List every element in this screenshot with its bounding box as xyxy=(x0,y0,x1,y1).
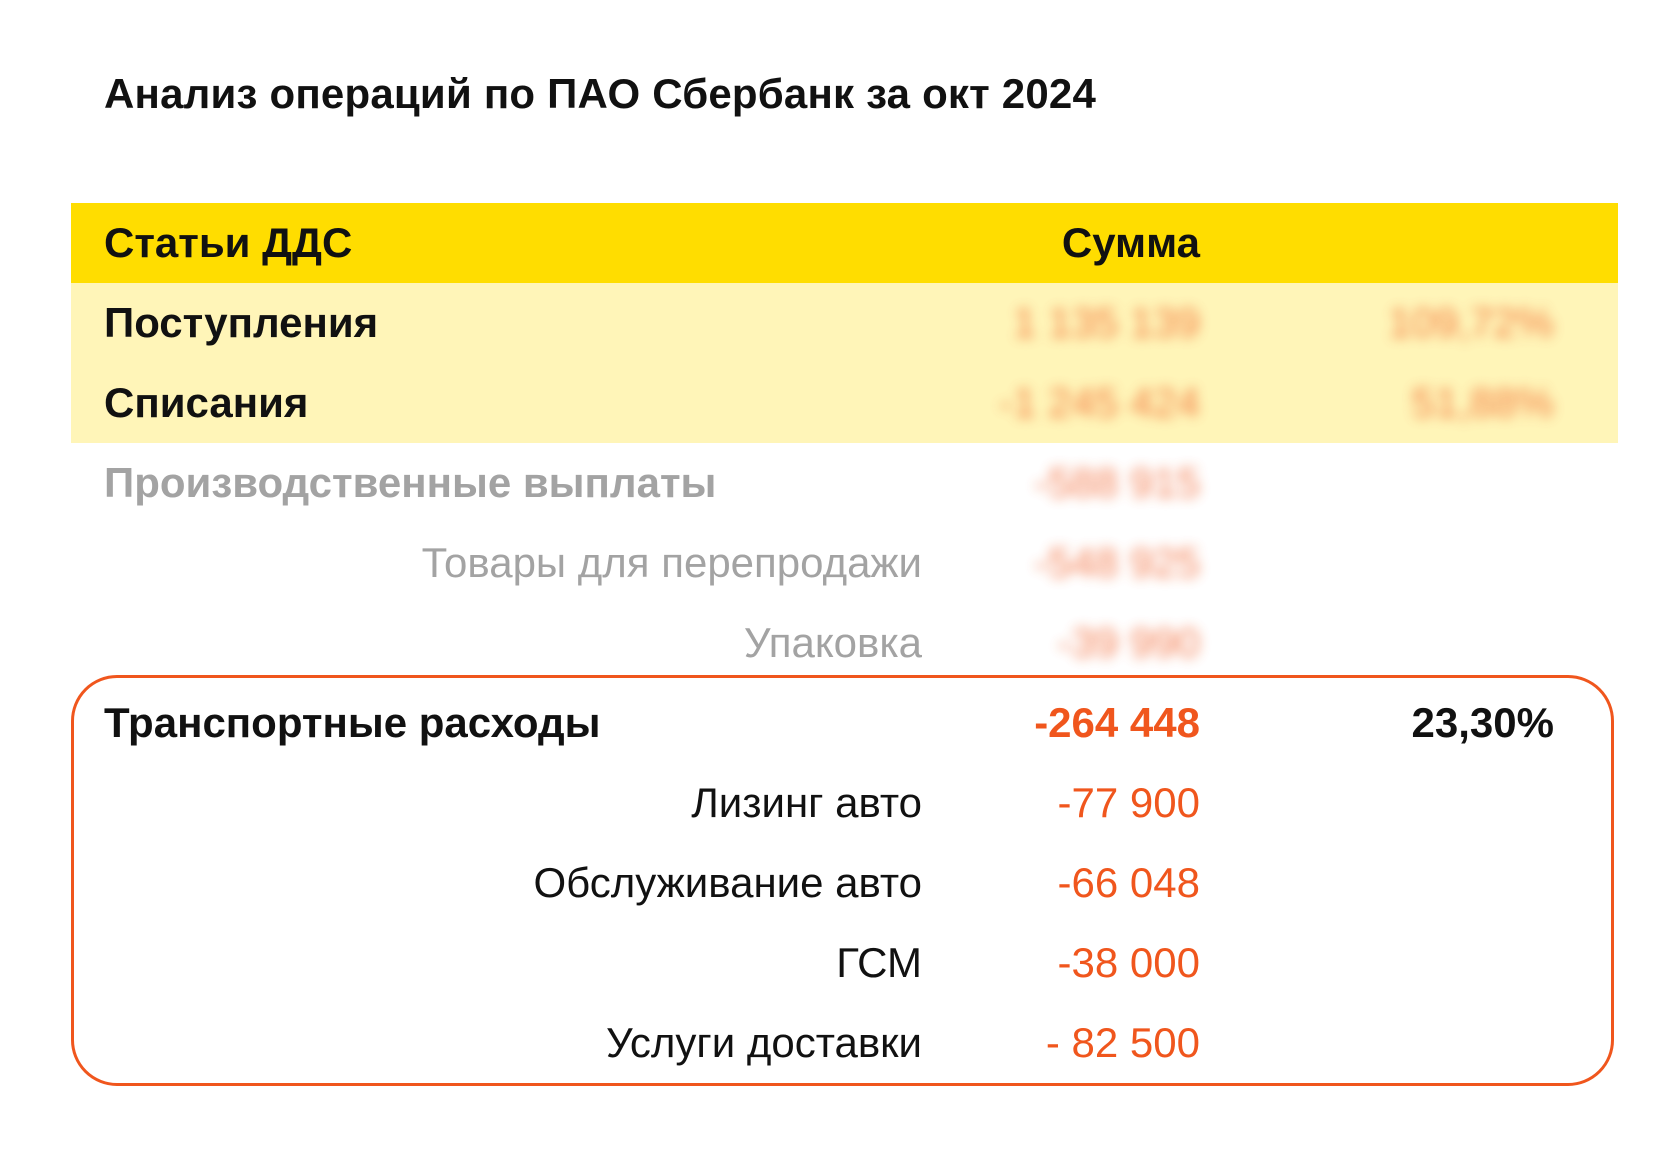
outflow-pct: 51,88% xyxy=(1411,379,1554,426)
transport-item-label: Обслуживание авто xyxy=(533,859,922,906)
transport-highlight-frame xyxy=(71,675,1614,1086)
transport-pct: 23,30% xyxy=(1411,699,1554,746)
transport-item-label: Лизинг авто xyxy=(691,779,922,826)
income-label: Поступления xyxy=(104,299,379,346)
production-item-label: Товары для перепродажи xyxy=(421,539,922,586)
page-title: Анализ операций по ПАО Сбербанк за окт 2… xyxy=(104,70,1097,117)
production-sum: -588 915 xyxy=(1034,459,1200,506)
table-row-income: Поступления 1 135 139 109,72% xyxy=(0,283,1680,363)
transport-item-sum: -38 000 xyxy=(1057,939,1200,986)
outflow-sum: -1 245 424 xyxy=(999,379,1200,426)
table-header-row: Статьи ДДС Сумма xyxy=(0,203,1680,283)
production-label: Производственные выплаты xyxy=(104,459,717,506)
header-sum: Сумма xyxy=(1061,219,1200,266)
production-item-label: Упаковка xyxy=(743,619,922,666)
header-item: Статьи ДДС xyxy=(104,219,353,266)
transport-label: Транспортные расходы xyxy=(104,699,601,746)
transport-item-sum: -66 048 xyxy=(1057,859,1200,906)
income-pct: 109,72% xyxy=(1388,299,1554,346)
transport-item-sum: -77 900 xyxy=(1057,779,1200,826)
production-item-sum: -39 990 xyxy=(1057,619,1200,666)
table-row-production-item: Товары для перепродажи -548 925 xyxy=(0,523,1680,603)
table-row-outflow: Списания -1 245 424 51,88% xyxy=(0,363,1680,443)
transport-item-label: ГСМ xyxy=(836,939,922,986)
table-row-transport-item: Обслуживание авто -66 048 xyxy=(0,843,1680,923)
table-row-transport-item: Услуги доставки - 82 500 xyxy=(0,1003,1680,1083)
production-item-sum: -548 925 xyxy=(1034,539,1200,586)
table-row-transport-item: Лизинг авто -77 900 xyxy=(0,763,1680,843)
transport-sum: -264 448 xyxy=(1034,699,1200,746)
table-row-transport: Транспортные расходы -264 448 23,30% xyxy=(0,683,1680,763)
table-row-production: Производственные выплаты -588 915 xyxy=(0,443,1680,523)
table-row-transport-item: ГСМ -38 000 xyxy=(0,923,1680,1003)
transport-item-label: Услуги доставки xyxy=(606,1019,922,1066)
table-header-band xyxy=(71,203,1618,283)
transport-item-sum: - 82 500 xyxy=(1045,1019,1200,1066)
summary-band xyxy=(71,283,1618,443)
table-row-production-item: Упаковка -39 990 xyxy=(0,603,1680,683)
income-sum: 1 135 139 xyxy=(1013,299,1200,346)
outflow-label: Списания xyxy=(104,379,309,426)
